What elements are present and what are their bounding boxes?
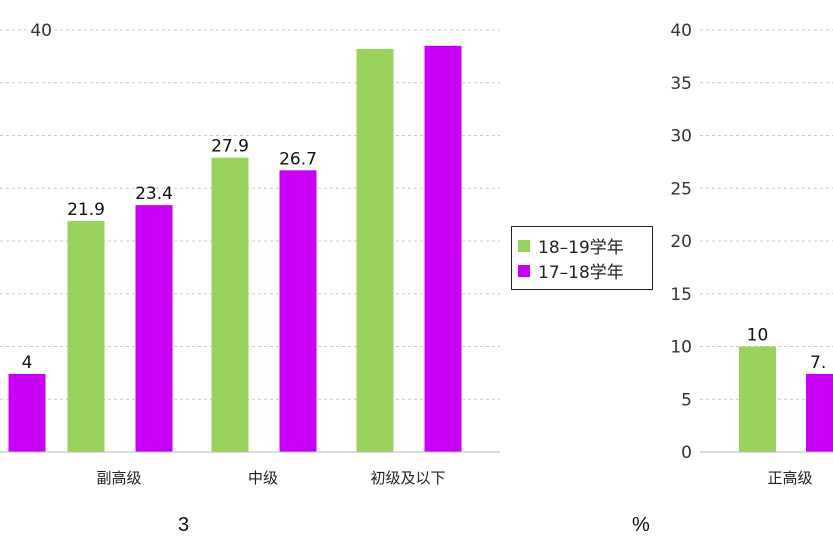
footer-note-right: % bbox=[632, 514, 650, 536]
legend-item-18-19: 18–19学年 bbox=[518, 233, 646, 258]
category-label-left-1: 副高级 bbox=[96, 469, 141, 487]
legend-swatch-17-18 bbox=[518, 264, 530, 277]
data-label-left-1-2: 26.7 bbox=[279, 149, 317, 169]
category-label-right-0: 正高级 bbox=[767, 469, 812, 487]
ytick-right-15: 15 bbox=[670, 285, 692, 305]
data-label-left-0-2: 27.9 bbox=[211, 137, 249, 157]
ytick-right-25: 25 bbox=[670, 179, 692, 199]
bar-left-1-1 bbox=[135, 205, 173, 452]
ytick-left-40: 40 bbox=[30, 21, 52, 41]
category-label-left-2: 中级 bbox=[248, 469, 278, 487]
ytick-right-20: 20 bbox=[670, 232, 692, 252]
bar-left-1-0 bbox=[8, 373, 46, 452]
legend-label-17-18: 17–18学年 bbox=[538, 263, 624, 283]
data-label-left-0-1: 21.9 bbox=[67, 200, 105, 220]
legend-item-17-18: 17–18学年 bbox=[518, 258, 646, 283]
legend-swatch-18-19 bbox=[518, 239, 530, 252]
bar-left-1-3 bbox=[424, 45, 462, 452]
bar-left-0-1 bbox=[67, 220, 105, 452]
data-label-right-1-0: 7. bbox=[810, 353, 826, 373]
bar-right-0-0 bbox=[739, 346, 776, 452]
bar-left-0-2 bbox=[211, 157, 249, 452]
legend: 18–19学年 17–18学年 bbox=[511, 226, 653, 290]
ytick-right-30: 30 bbox=[670, 127, 692, 147]
bar-left-0-3 bbox=[356, 48, 394, 453]
footer-note-left: 3 bbox=[178, 514, 190, 536]
ytick-right-0: 0 bbox=[681, 443, 692, 463]
ytick-right-5: 5 bbox=[681, 390, 692, 410]
category-label-left-3: 初级及以下 bbox=[370, 469, 445, 487]
data-label-right-0-0: 10 bbox=[747, 326, 769, 346]
data-label-left-1-1: 23.4 bbox=[135, 184, 173, 204]
ytick-right-10: 10 bbox=[670, 338, 692, 358]
bar-right-1-0 bbox=[806, 373, 833, 452]
bar-left-1-2 bbox=[279, 170, 317, 452]
data-label-left-1-0: 4 bbox=[22, 353, 33, 373]
ytick-right-40: 40 bbox=[670, 21, 692, 41]
legend-label-18-19: 18–19学年 bbox=[538, 238, 624, 258]
ytick-right-35: 35 bbox=[670, 74, 692, 94]
